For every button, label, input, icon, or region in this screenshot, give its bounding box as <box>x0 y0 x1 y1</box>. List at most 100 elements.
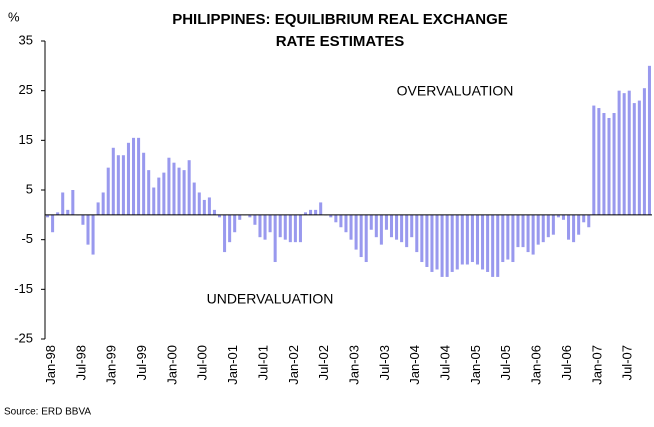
bar <box>455 214 459 270</box>
bar <box>511 214 515 263</box>
bar <box>86 214 90 245</box>
bar <box>228 214 232 243</box>
bar <box>177 167 181 215</box>
bar <box>263 214 267 240</box>
bar <box>440 214 444 277</box>
bar <box>556 214 560 218</box>
bar <box>101 192 105 215</box>
x-tick-label: Jan-99 <box>104 345 119 385</box>
x-tick-label: Jan-06 <box>529 345 544 385</box>
bar <box>293 214 297 243</box>
bar <box>369 214 373 230</box>
bar <box>283 214 287 240</box>
y-tick-label: 25 <box>19 82 33 97</box>
bar <box>182 170 186 215</box>
bar <box>465 214 469 265</box>
bar <box>450 214 454 272</box>
bar <box>111 147 115 215</box>
bar <box>531 214 535 255</box>
bar <box>197 192 201 215</box>
x-tick-label: Jul-99 <box>134 345 149 380</box>
annotation: UNDERVALUATION <box>207 291 334 307</box>
bar <box>298 214 302 243</box>
x-tick-label: Jul-01 <box>255 345 270 380</box>
bar <box>81 214 85 225</box>
bar <box>167 157 171 215</box>
bar <box>339 214 343 228</box>
bar <box>56 212 60 215</box>
bar <box>622 93 626 215</box>
bar <box>551 214 555 235</box>
bar <box>567 214 571 240</box>
bar <box>172 162 176 215</box>
bar <box>238 214 242 220</box>
bar <box>470 214 474 263</box>
bar <box>96 202 100 215</box>
bar <box>415 214 419 253</box>
chart-title: PHILIPPINES: EQUILIBRIUM REAL EXCHANGE RA… <box>172 11 508 50</box>
bar <box>647 65 651 215</box>
bar <box>642 88 646 215</box>
annotation: OVERVALUATION <box>397 83 514 99</box>
bar <box>152 187 156 215</box>
bar <box>288 214 292 243</box>
bar <box>400 214 404 243</box>
y-tick-label: -15 <box>14 281 33 296</box>
bar <box>61 192 65 215</box>
y-tick-label: 15 <box>19 132 33 147</box>
bar <box>374 214 378 238</box>
x-tick-label: Jan-02 <box>286 345 301 385</box>
bar <box>344 214 348 233</box>
bar <box>91 214 95 255</box>
bar <box>475 214 480 265</box>
bar <box>607 117 611 215</box>
bar <box>147 170 151 215</box>
bar <box>501 214 505 263</box>
bar <box>425 214 429 267</box>
bar <box>460 214 464 265</box>
bar <box>106 167 110 215</box>
bar <box>258 214 262 238</box>
bar <box>481 214 485 270</box>
x-tick-label: Jan-01 <box>225 345 240 385</box>
bar <box>46 214 50 218</box>
bar <box>334 214 338 223</box>
y-tick-label: 35 <box>19 32 33 47</box>
x-tick-label: Jul-06 <box>559 345 574 380</box>
bar <box>364 214 368 263</box>
bar <box>66 209 70 215</box>
x-tick-label: Jan-07 <box>589 345 604 385</box>
x-tick-label: Jul-07 <box>620 345 635 380</box>
bar <box>617 90 621 215</box>
bar <box>541 214 545 243</box>
y-tick-label: -5 <box>21 231 33 246</box>
bar <box>637 100 641 215</box>
bar <box>253 214 257 225</box>
bar <box>561 214 565 220</box>
bar <box>582 214 586 223</box>
bar <box>526 214 530 253</box>
bar <box>430 214 434 272</box>
bar <box>126 142 130 215</box>
bar <box>592 105 596 215</box>
bar <box>546 214 550 238</box>
bar <box>491 214 495 277</box>
bar <box>435 214 439 270</box>
x-tick-label: Jan-03 <box>346 345 361 385</box>
bar <box>207 197 211 215</box>
bar <box>303 212 308 215</box>
bar <box>420 214 424 263</box>
x-tick-label: Jul-02 <box>316 345 331 380</box>
bar <box>384 214 388 230</box>
bar <box>612 113 616 215</box>
bar <box>587 214 591 228</box>
x-tick-label: Jul-03 <box>377 345 392 380</box>
bar <box>187 160 191 215</box>
x-tick-label: Jan-05 <box>468 345 483 385</box>
bar <box>572 214 576 243</box>
bar <box>273 214 277 263</box>
bar <box>192 182 196 215</box>
bar <box>212 209 216 215</box>
y-tick-label: 5 <box>26 181 33 196</box>
